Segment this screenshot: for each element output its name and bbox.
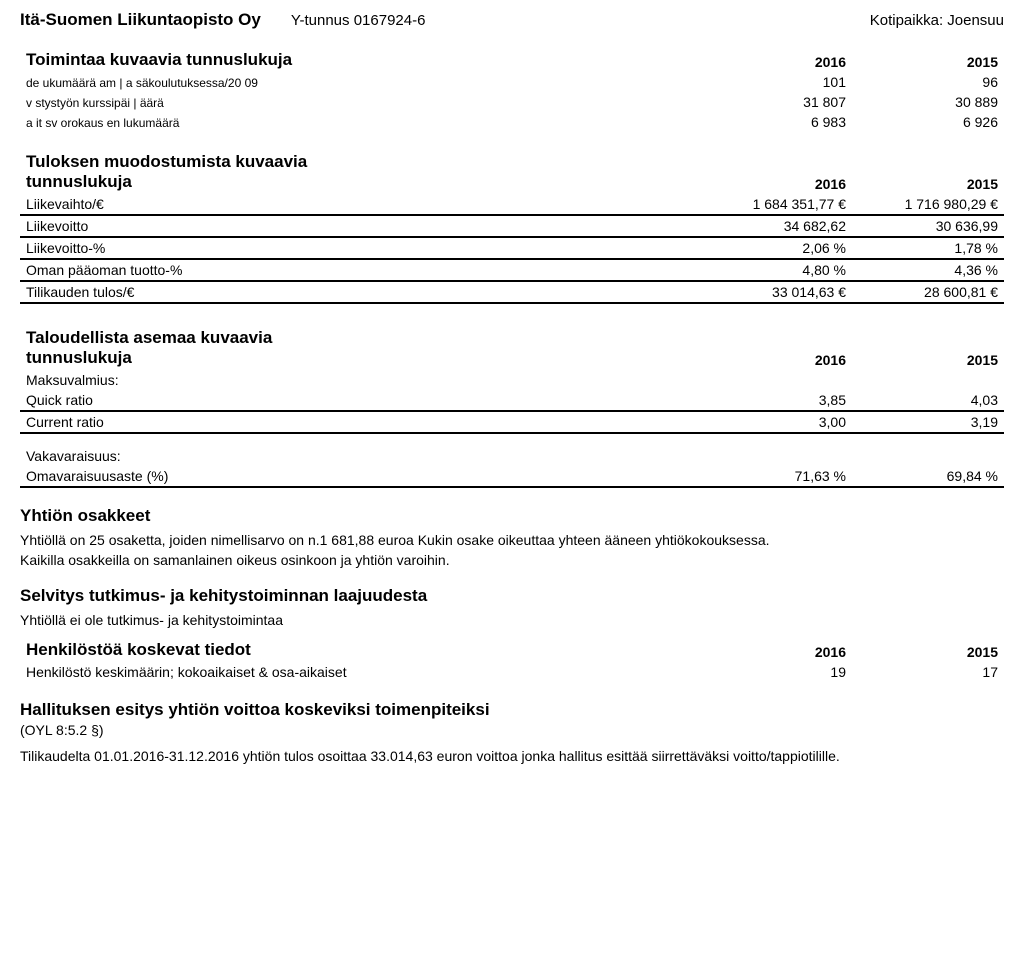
talous-row-2015: 4,03 — [852, 390, 1004, 411]
toiminta-table: Toimintaa kuvaavia tunnuslukuja 2016 201… — [20, 48, 1004, 132]
talous-group1-label: Maksuvalmius: — [20, 370, 700, 390]
toiminta-row-label: v stystyön kurssipäi | äärä — [20, 92, 700, 112]
tulos-row-2015: 1 716 980,29 € — [852, 194, 1004, 215]
henkilosto-2015: 17 — [852, 662, 1004, 682]
hallitus-p1: Tilikaudelta 01.01.2016-31.12.2016 yhtiö… — [20, 748, 1004, 764]
tulos-title-1: Tuloksen muodostumista kuvaavia — [20, 150, 700, 172]
talous-table: Taloudellista asemaa kuvaavia tunnusluku… — [20, 326, 1004, 488]
talous-row-label: Current ratio — [20, 411, 700, 433]
talous-row-2016: 3,00 — [700, 411, 852, 433]
henkilosto-title: Henkilöstöä koskevat tiedot — [20, 638, 700, 662]
tulos-row-2015: 1,78 % — [852, 237, 1004, 259]
year-2015: 2015 — [852, 638, 1004, 662]
tulos-row-label: Liikevoitto-% — [20, 237, 700, 259]
talous-row-2016: 71,63 % — [700, 466, 852, 487]
kotipaikka-value: Joensuu — [947, 12, 1004, 29]
tulos-row-2016: 1 684 351,77 € — [700, 194, 852, 215]
toiminta-title: Toimintaa kuvaavia tunnuslukuja — [20, 48, 700, 72]
toiminta-row-2016: 31 807 — [700, 92, 852, 112]
tulos-row-2015: 28 600,81 € — [852, 281, 1004, 303]
tulos-row-2015: 30 636,99 — [852, 215, 1004, 237]
year-2016: 2016 — [700, 172, 852, 194]
toiminta-row-label: de ukumäärä am | a säkoulutuksessa/20 09 — [20, 72, 700, 92]
osakkeet-title: Yhtiön osakkeet — [20, 506, 1004, 526]
toiminta-row-label: a it sv orokaus en lukumäärä — [20, 112, 700, 132]
year-2015: 2015 — [852, 348, 1004, 370]
toiminta-row-2015: 96 — [852, 72, 1004, 92]
henkilosto-table: Henkilöstöä koskevat tiedot 2016 2015 He… — [20, 638, 1004, 682]
tulos-title-2: tunnuslukuja — [20, 172, 700, 194]
tulos-row-2015: 4,36 % — [852, 259, 1004, 281]
tutkimus-p1: Yhtiöllä ei ole tutkimus- ja kehitystoim… — [20, 612, 1004, 628]
henkilosto-row-label: Henkilöstö keskimäärin; kokoaikaiset & o… — [20, 662, 700, 682]
y-tunnus-label: Y-tunnus — [291, 12, 350, 29]
tulos-table: Tuloksen muodostumista kuvaavia tunnuslu… — [20, 150, 1004, 304]
tulos-row-2016: 33 014,63 € — [700, 281, 852, 303]
henkilosto-2016: 19 — [700, 662, 852, 682]
toiminta-row-2015: 6 926 — [852, 112, 1004, 132]
tulos-row-label: Tilikauden tulos/€ — [20, 281, 700, 303]
toiminta-row-2016: 6 983 — [700, 112, 852, 132]
tulos-row-label: Liikevoitto — [20, 215, 700, 237]
year-2016: 2016 — [700, 348, 852, 370]
document-header: Itä-Suomen Liikuntaopisto Oy Y-tunnus 01… — [20, 10, 1004, 30]
page: Itä-Suomen Liikuntaopisto Oy Y-tunnus 01… — [0, 0, 1024, 794]
talous-row-2015: 69,84 % — [852, 466, 1004, 487]
tulos-row-2016: 2,06 % — [700, 237, 852, 259]
y-tunnus-value: 0167924-6 — [354, 12, 426, 29]
year-2016: 2016 — [700, 48, 852, 72]
year-2016: 2016 — [700, 638, 852, 662]
talous-row-2015: 3,19 — [852, 411, 1004, 433]
toiminta-row-2015: 30 889 — [852, 92, 1004, 112]
osakkeet-p2: Kaikilla osakkeilla on samanlainen oikeu… — [20, 552, 1004, 568]
talous-title-2: tunnuslukuja — [20, 348, 700, 370]
tutkimus-title: Selvitys tutkimus- ja kehitystoiminnan l… — [20, 586, 1004, 606]
toiminta-row-2016: 101 — [700, 72, 852, 92]
tulos-row-2016: 34 682,62 — [700, 215, 852, 237]
tulos-row-2016: 4,80 % — [700, 259, 852, 281]
talous-title-1: Taloudellista asemaa kuvaavia — [20, 326, 700, 348]
talous-row-label: Omavaraisuusaste (%) — [20, 466, 700, 487]
talous-row-label: Quick ratio — [20, 390, 700, 411]
tulos-row-label: Oman pääoman tuotto-% — [20, 259, 700, 281]
year-2015: 2015 — [852, 48, 1004, 72]
y-tunnus: Y-tunnus 0167924-6 — [291, 12, 426, 29]
hallitus-title: Hallituksen esitys yhtiön voittoa koskev… — [20, 700, 1004, 720]
kotipaikka: Kotipaikka: Joensuu — [870, 12, 1004, 29]
year-2015: 2015 — [852, 172, 1004, 194]
company-name: Itä-Suomen Liikuntaopisto Oy — [20, 10, 261, 30]
tulos-row-label: Liikevaihto/€ — [20, 194, 700, 215]
kotipaikka-label: Kotipaikka: — [870, 12, 943, 29]
hallitus-subtitle: (OYL 8:5.2 §) — [20, 722, 1004, 738]
talous-row-2016: 3,85 — [700, 390, 852, 411]
osakkeet-p1: Yhtiöllä on 25 osaketta, joiden nimellis… — [20, 532, 1004, 548]
talous-group2-label: Vakavaraisuus: — [20, 433, 700, 466]
